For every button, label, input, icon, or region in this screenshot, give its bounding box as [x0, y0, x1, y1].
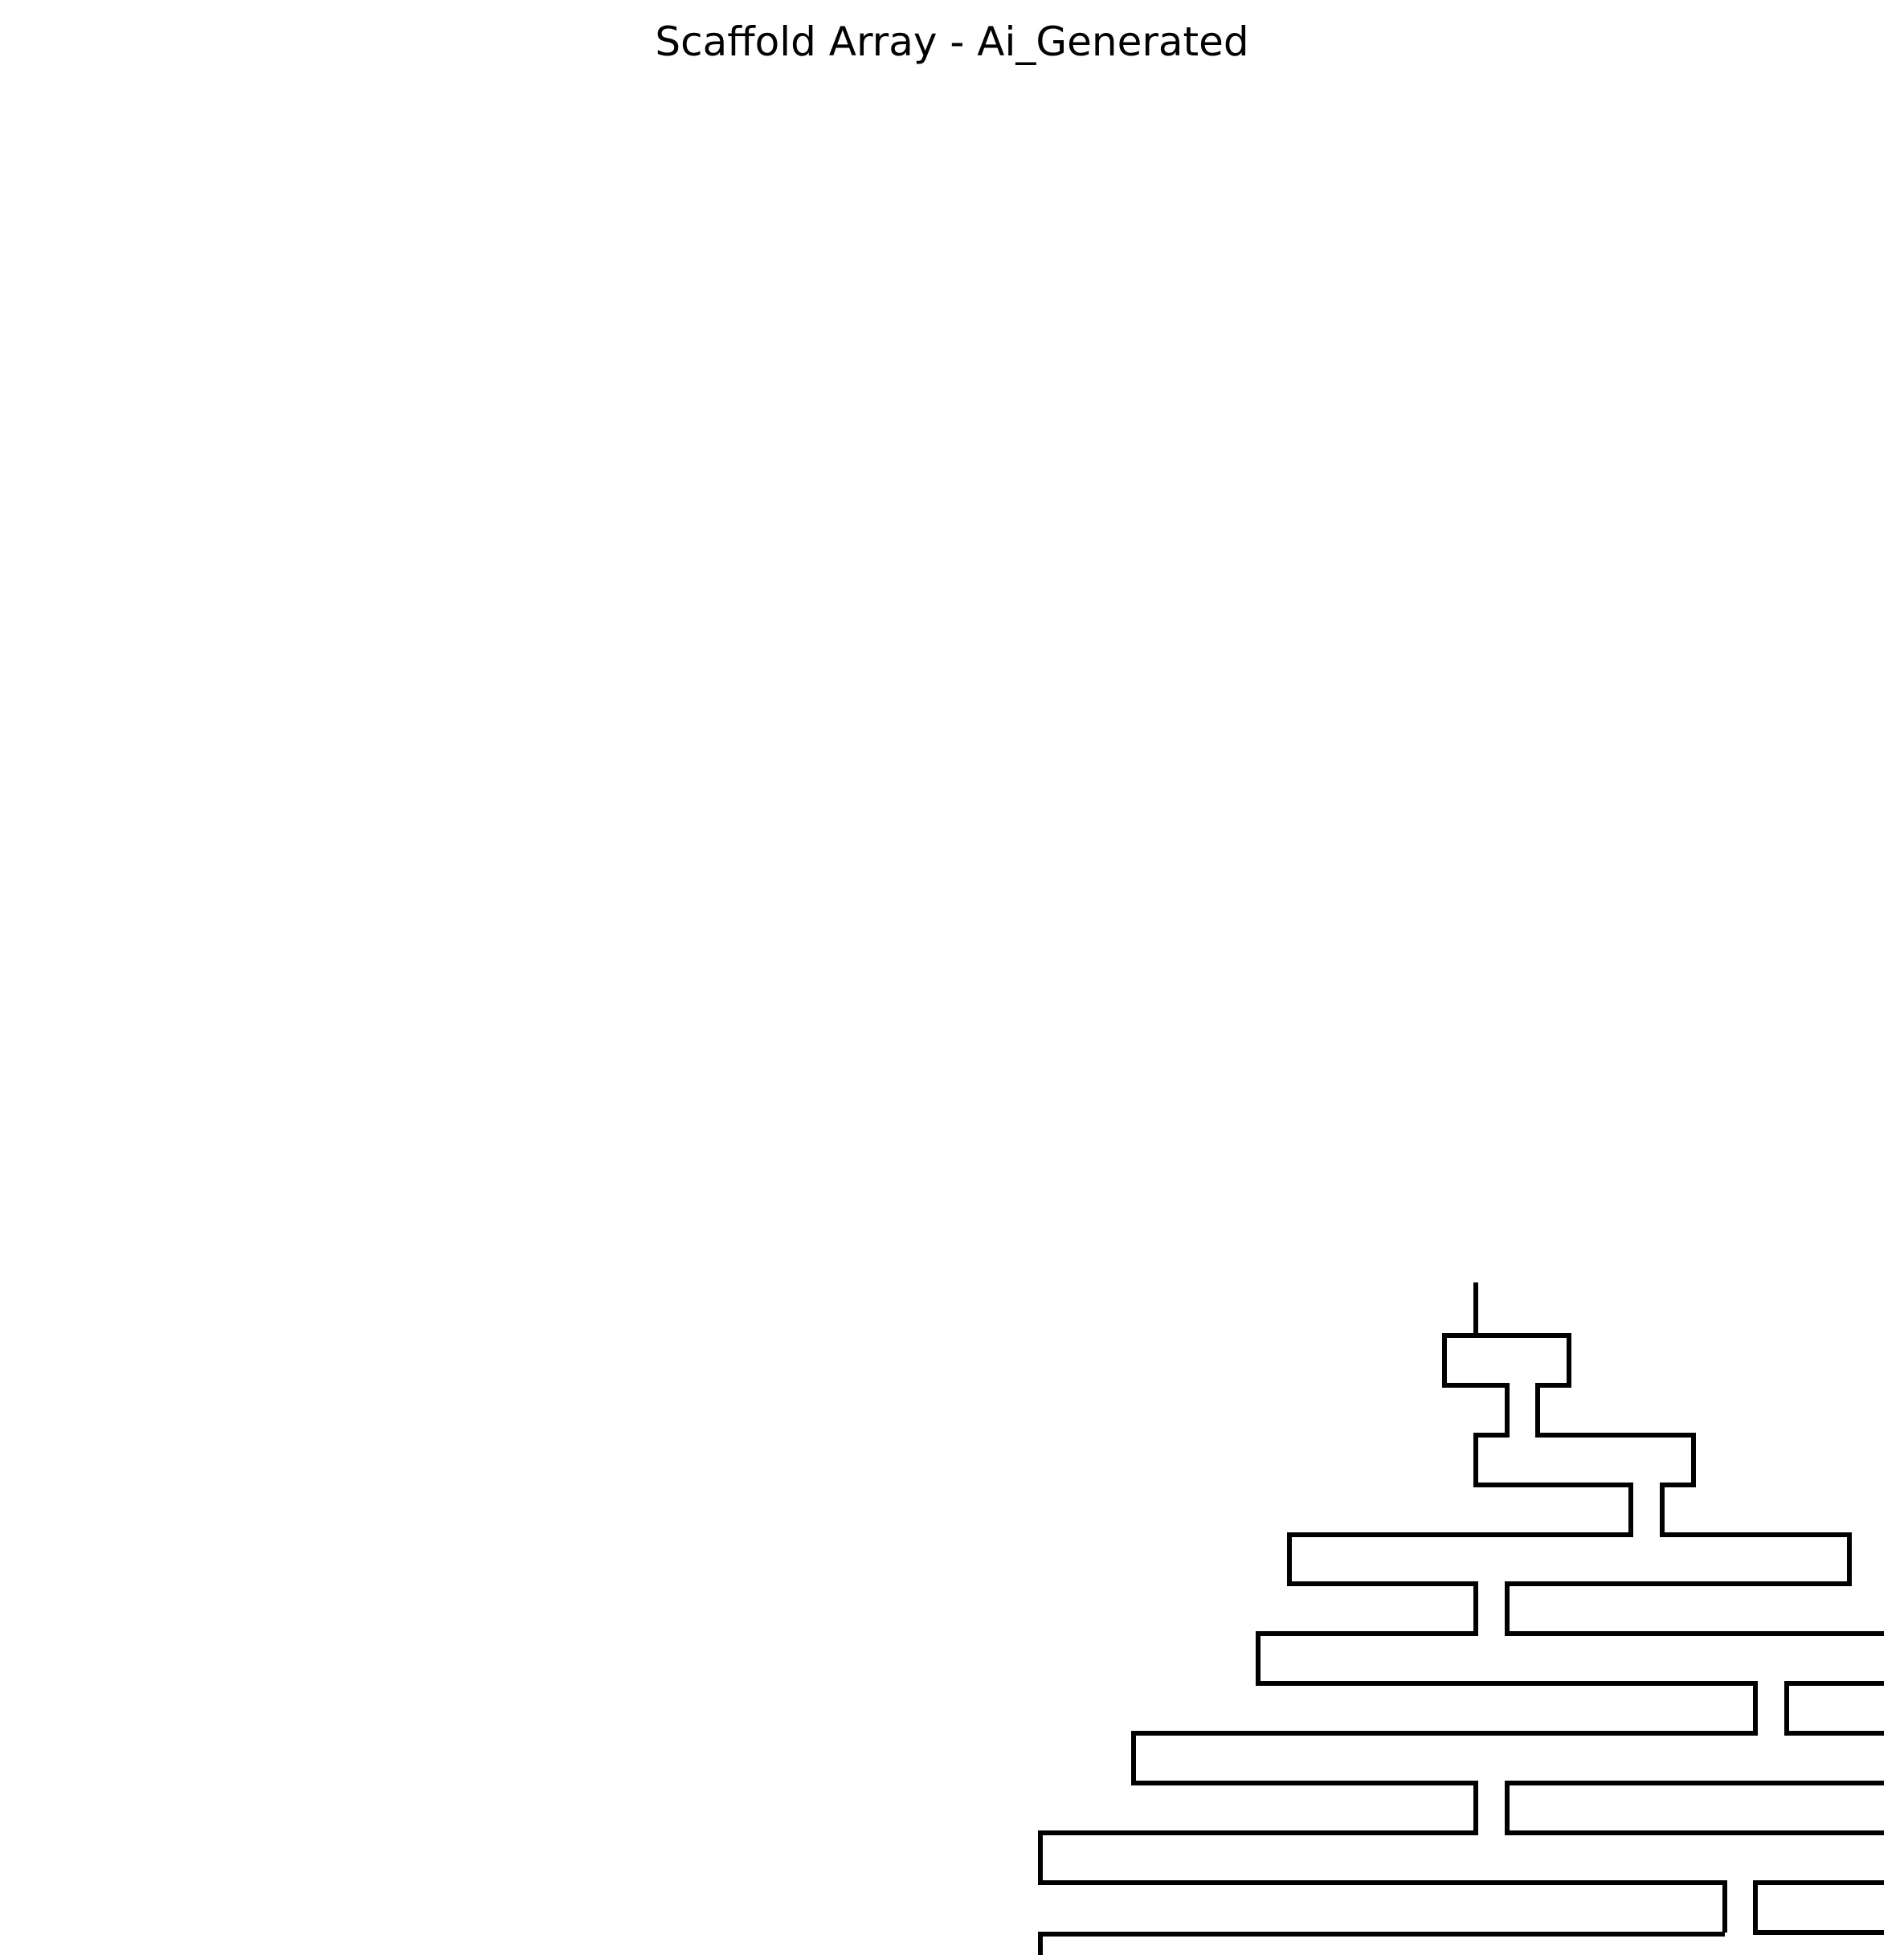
scaffold-bottom-edge	[1038, 1932, 1725, 1955]
diagram-title: Scaffold Array - Ai_Generated	[655, 18, 1249, 65]
scaffold-right-segment-2	[1505, 1781, 1884, 1835]
scaffold-outline-left	[1038, 1333, 1758, 1933]
scaffold-right-segment-1	[1784, 1681, 1884, 1736]
scaffold-outline-right	[1476, 1333, 1884, 1636]
scaffold-right-segment-3	[1753, 1880, 1884, 1935]
